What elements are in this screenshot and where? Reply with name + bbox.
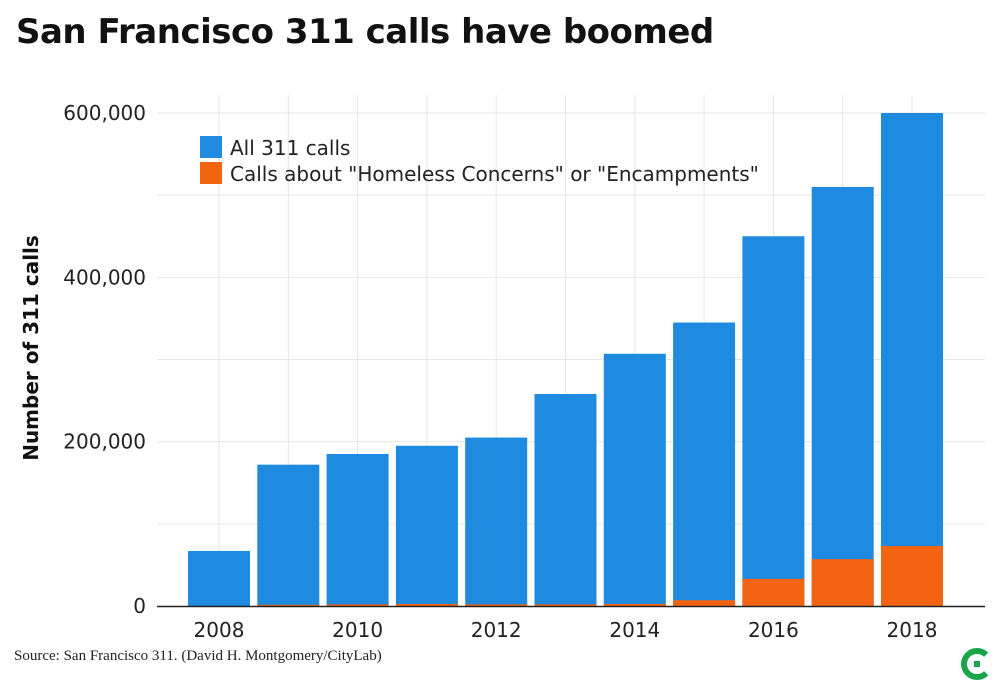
bar-all-calls-2016 [742, 236, 805, 606]
bar-all-calls-2010 [326, 453, 389, 606]
y-axis-label: Number of 311 calls [19, 235, 43, 461]
x-tick-label: 2012 [471, 618, 522, 642]
bar-all-calls-2009 [257, 464, 320, 606]
x-tick-label: 2010 [332, 618, 383, 642]
bar-all-calls-2011 [395, 445, 458, 606]
x-axis-ticks: 2008 2010 2012 2014 2016 2018 [194, 618, 938, 642]
y-tick-label: 200,000 [63, 430, 146, 454]
bar-all-calls-2014 [603, 353, 666, 606]
bar-homeless-calls-2013 [534, 604, 597, 606]
y-tick-label: 400,000 [63, 265, 146, 289]
bar-all-calls-2008 [188, 550, 250, 606]
y-tick-label: 0 [133, 594, 146, 618]
x-tick-label: 2008 [194, 618, 245, 642]
x-tick-label: 2016 [748, 618, 799, 642]
source-note: Source: San Francisco 311. (David H. Mon… [14, 648, 382, 664]
bar-homeless-calls-2014 [603, 603, 666, 606]
citylab-c-logo-icon [961, 648, 989, 680]
bar-homeless-calls-2012 [465, 604, 528, 606]
bar-homeless-calls-2010 [326, 604, 389, 606]
bar-homeless-calls-2015 [673, 600, 736, 606]
y-tick-label: 600,000 [63, 101, 146, 125]
bar-homeless-calls-2009 [257, 604, 320, 607]
legend-label-all-calls: All 311 calls [230, 136, 350, 160]
legend-swatch-all-calls [200, 136, 222, 158]
bar-homeless-calls-2018 [881, 546, 943, 606]
bar-all-calls-2018 [881, 113, 943, 606]
bar-all-calls-2015 [673, 322, 736, 606]
bar-homeless-calls-2017 [811, 559, 874, 606]
series-all-calls [188, 113, 943, 606]
legend: All 311 calls Calls about "Homeless Conc… [200, 136, 759, 186]
bar-homeless-calls-2016 [742, 578, 805, 606]
x-tick-label: 2018 [887, 618, 938, 642]
bar-all-calls-2013 [534, 394, 597, 606]
bar-homeless-calls-2011 [395, 603, 458, 606]
legend-label-homeless-calls: Calls about "Homeless Concerns" or "Enca… [230, 162, 759, 186]
bar-all-calls-2017 [811, 186, 874, 606]
y-axis-ticks: 0 200,000 400,000 600,000 [63, 101, 146, 618]
x-tick-label: 2014 [609, 618, 660, 642]
series-homeless-calls [257, 546, 943, 607]
chart-title: San Francisco 311 calls have boomed [16, 12, 714, 52]
bar-all-calls-2012 [465, 437, 528, 606]
legend-swatch-homeless-calls [200, 162, 222, 184]
